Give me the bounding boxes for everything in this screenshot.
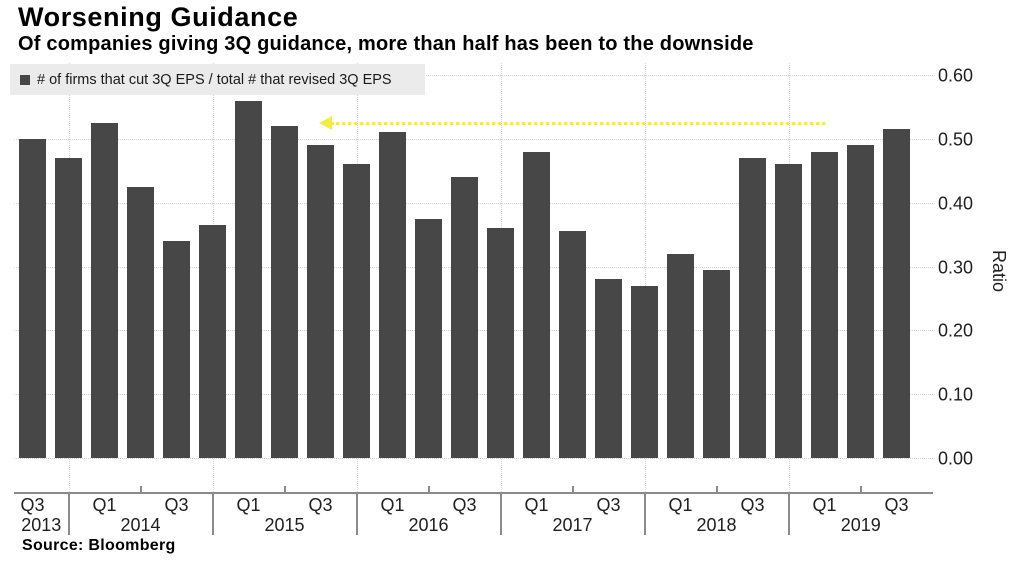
bar: [55, 158, 82, 458]
x-quarter-label: Q3: [164, 495, 189, 515]
gridline-horizontal: [14, 458, 933, 459]
x-year-label: 2015: [264, 515, 305, 535]
bar: [451, 177, 478, 458]
x-quarter-label: Q1: [380, 495, 405, 515]
y-tick-label: 0.40: [938, 193, 974, 214]
x-quarter-label: Q1: [92, 495, 117, 515]
x-year-label: 2017: [552, 515, 593, 535]
year-divider: [643, 492, 646, 535]
x-quarter-label: Q3: [884, 495, 909, 515]
year-divider: [499, 492, 502, 535]
y-tick-label: 0.50: [938, 129, 974, 150]
bar: [631, 286, 658, 458]
bar: [163, 241, 190, 458]
legend-swatch-icon: [20, 74, 30, 85]
x-quarter-label: Q3: [308, 495, 333, 515]
x-quarter-label: Q1: [668, 495, 693, 515]
gridline-vertical: [644, 63, 646, 492]
x-quarter-label: Q1: [812, 495, 837, 515]
x-quarter-label: Q3: [20, 495, 45, 515]
bar: [487, 228, 514, 458]
arrow-left-icon: [318, 115, 332, 130]
y-tick-label: 0.20: [938, 320, 974, 341]
quarter-tick: [427, 486, 430, 492]
quarter-tick: [715, 486, 718, 492]
bar: [559, 231, 586, 458]
bar: [343, 164, 370, 458]
bar: [199, 225, 226, 458]
bar: [595, 279, 622, 458]
x-year-label: 2016: [408, 515, 449, 535]
y-tick-label: 0.00: [938, 448, 974, 469]
y-tick-label: 0.30: [938, 257, 974, 277]
bar: [379, 132, 406, 458]
x-axis-line: [14, 492, 933, 494]
bar: [667, 254, 694, 458]
x-quarter-label: Q1: [524, 495, 549, 515]
year-divider: [67, 492, 70, 535]
bar: [883, 129, 910, 458]
x-year-label: 2013: [21, 515, 62, 535]
trend-arrow-line: [330, 121, 825, 125]
bar: [523, 152, 550, 458]
x-quarter-label: Q1: [236, 495, 261, 515]
x-year-label: 2014: [120, 515, 161, 535]
bar: [847, 145, 874, 458]
bar: [127, 187, 154, 458]
legend-label: # of firms that cut 3Q EPS / total # tha…: [37, 71, 392, 88]
gridline-horizontal: [14, 75, 933, 77]
bar: [19, 139, 46, 458]
year-divider: [211, 492, 214, 535]
gridline-horizontal: [14, 138, 933, 140]
chart-subtitle: Of companies giving 3Q guidance, more th…: [18, 33, 754, 55]
x-year-label: 2018: [696, 515, 737, 535]
bar: [739, 158, 766, 458]
legend: # of firms that cut 3Q EPS / total # tha…: [10, 64, 425, 95]
source-label: Source: Bloomberg: [22, 537, 176, 554]
year-divider: [787, 492, 790, 535]
chart-title: Worsening Guidance: [18, 2, 299, 32]
bar: [235, 101, 262, 458]
x-quarter-label: Q3: [452, 495, 477, 515]
bar: [91, 123, 118, 458]
y-axis-title: Ratio: [989, 250, 1009, 293]
quarter-tick: [283, 486, 286, 492]
quarter-tick: [859, 486, 862, 492]
quarter-tick: [139, 486, 142, 492]
y-tick-label: 0.60: [938, 65, 974, 86]
x-year-label: 2019: [840, 515, 881, 535]
x-quarter-label: Q3: [740, 495, 765, 515]
bar: [775, 164, 802, 458]
x-quarter-label: Q3: [596, 495, 621, 515]
quarter-tick: [571, 486, 574, 492]
bar: [307, 145, 334, 458]
year-divider: [355, 492, 358, 535]
y-tick-label: 0.10: [938, 384, 974, 405]
bar: [271, 126, 298, 458]
bar: [811, 152, 838, 458]
bar: [415, 219, 442, 458]
bar: [703, 270, 730, 458]
